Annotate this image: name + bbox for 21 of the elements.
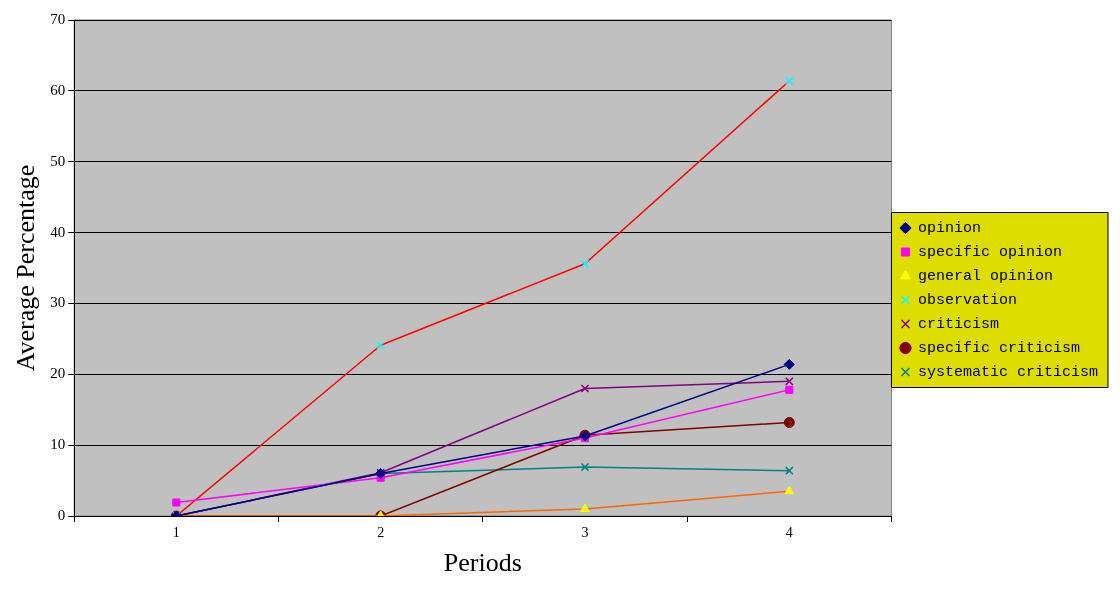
legend-label: specific opinion bbox=[917, 243, 1062, 261]
y-tick-label: 70 bbox=[50, 10, 66, 27]
x-tick-label: 3 bbox=[581, 525, 589, 541]
x-axis-title: Periods bbox=[443, 548, 522, 578]
legend-label: general opinion bbox=[917, 267, 1053, 285]
x-tick-label: 2 bbox=[377, 525, 385, 541]
y-axis-title: Average Percentage bbox=[11, 164, 41, 372]
legend-label: systematic criticism bbox=[917, 363, 1098, 381]
y-tick-label: 50 bbox=[50, 152, 66, 169]
y-tick-label: 60 bbox=[50, 81, 66, 98]
y-tick-label: 30 bbox=[50, 294, 66, 311]
y-tick-label: 0 bbox=[57, 506, 66, 523]
legend-label: criticism bbox=[917, 315, 999, 333]
y-tick-label: 10 bbox=[50, 436, 66, 453]
y-tick-label: 20 bbox=[50, 365, 66, 382]
legend-label: opinion bbox=[917, 219, 981, 237]
legend-label: specific criticism bbox=[917, 339, 1080, 357]
x-tick-label: 4 bbox=[785, 525, 793, 541]
y-tick-label: 40 bbox=[50, 223, 66, 240]
x-tick-label: 1 bbox=[172, 525, 180, 541]
legend-label: observation bbox=[917, 291, 1017, 309]
